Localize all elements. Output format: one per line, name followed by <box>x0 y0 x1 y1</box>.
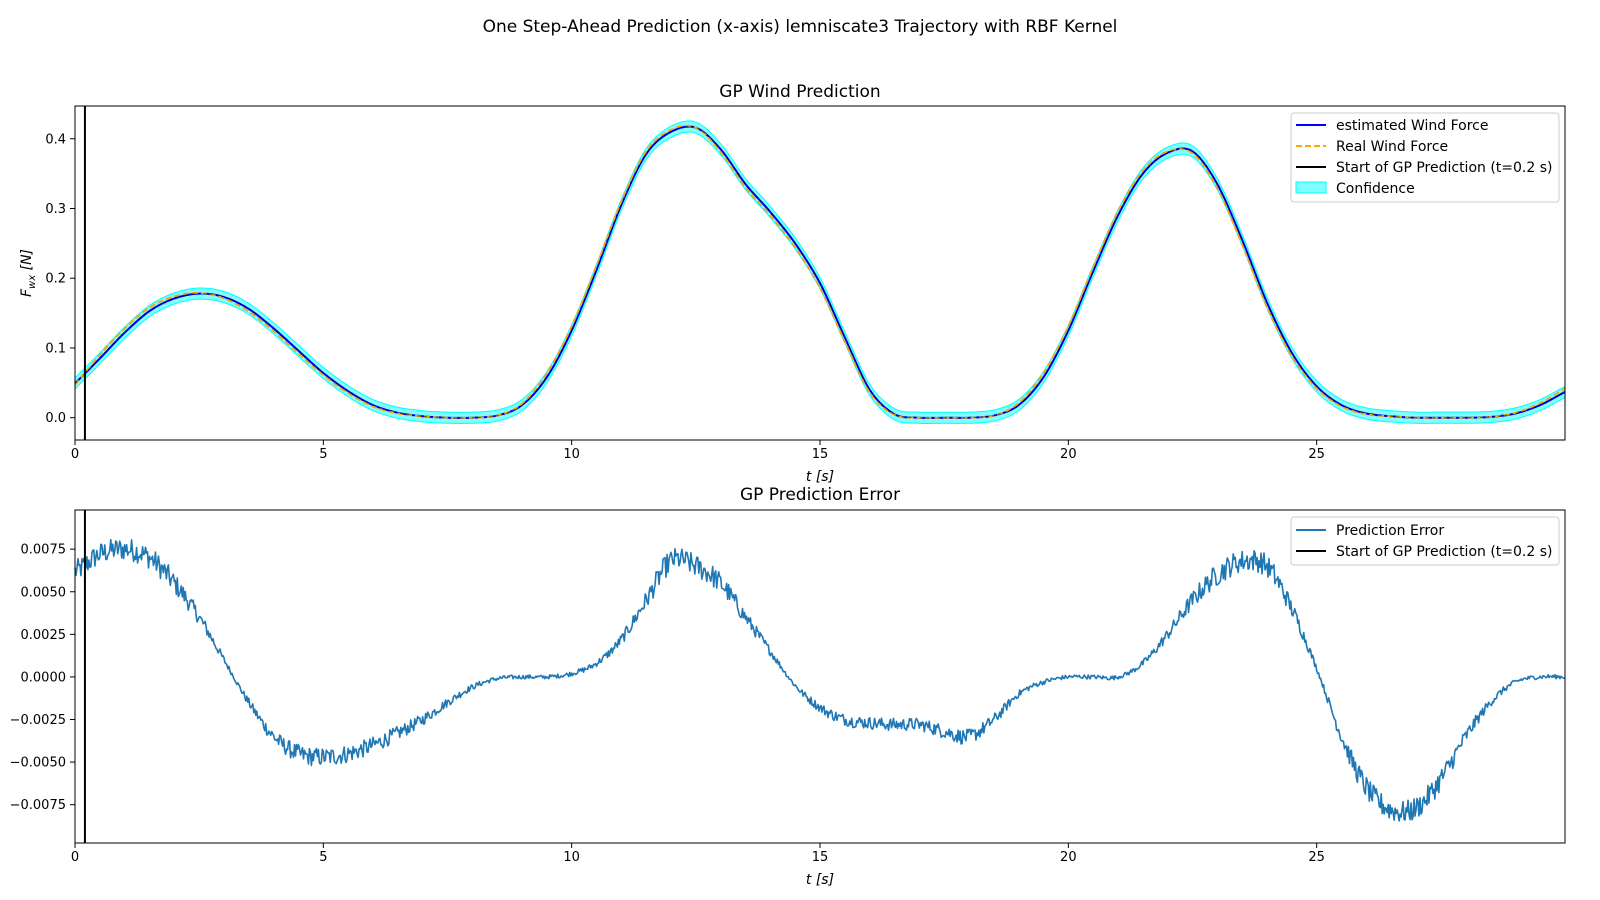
wind-x-tick-label: 15 <box>812 447 829 462</box>
error-legend-box <box>1290 516 1560 566</box>
error-series-layer <box>74 510 1566 843</box>
wind-x-tick-label: 10 <box>563 447 580 462</box>
error-legend: Prediction Error Start of GP Prediction … <box>1290 516 1560 566</box>
error-y-tick-label: 0.0000 <box>21 670 67 685</box>
prediction-error-title: GP Prediction Error <box>740 485 900 505</box>
error-y-tick-label: −0.0075 <box>10 798 66 813</box>
error-y-tick-label: 0.0075 <box>21 543 67 558</box>
prediction-error-axes: GP Prediction Error 0 5 10 15 20 25 −0.0075−0… <box>10 485 1566 888</box>
wind-legend: estimated Wind Force Real Wind Force Sta… <box>1290 112 1560 203</box>
error-x-tick-label: 10 <box>563 850 580 865</box>
wind-prediction-axes: GP Wind Prediction 0 5 10 15 20 25 0.00.10.20… <box>19 82 1566 485</box>
legend-error-start-label: Start of GP Prediction (t=0.2 s) <box>1336 544 1553 560</box>
error-x-axis-label: t [s] <box>806 872 834 888</box>
real-wind-force-line <box>74 124 1566 419</box>
error-x-tick-label: 15 <box>812 850 829 865</box>
wind-y-axis-label-sub: wx <box>27 275 38 289</box>
legend-estimated-label: estimated Wind Force <box>1336 118 1488 134</box>
wind-y-ticks: 0.0 0.1 0.2 0.3 0.4 <box>45 132 75 426</box>
wind-y-tick-label: 0.0 <box>45 411 66 426</box>
error-x-tick-label: 25 <box>1308 850 1325 865</box>
wind-x-tick-label: 25 <box>1308 447 1325 462</box>
legend-error-label: Prediction Error <box>1336 523 1444 539</box>
error-y-tick-label: −0.0050 <box>10 756 66 771</box>
wind-x-tick-label: 20 <box>1060 447 1077 462</box>
wind-prediction-title: GP Wind Prediction <box>719 82 880 102</box>
wind-y-tick-label: 0.4 <box>45 132 66 147</box>
wind-y-axis-label-unit: [N] <box>19 249 35 275</box>
wind-y-tick-label: 0.2 <box>45 272 66 287</box>
wind-y-axis-label: Fwx [N] <box>19 249 38 297</box>
legend-real-label: Real Wind Force <box>1336 139 1448 155</box>
wind-y-axis-label-main: F <box>19 288 35 297</box>
error-x-tick-label: 0 <box>71 850 79 865</box>
wind-x-axis-label: t [s] <box>806 469 834 485</box>
error-x-tick-label: 20 <box>1060 850 1077 865</box>
wind-y-tick-label: 0.3 <box>45 202 66 217</box>
wind-x-tick-label: 0 <box>71 447 79 462</box>
error-x-tick-label: 5 <box>319 850 327 865</box>
error-y-tick-label: 0.0025 <box>21 628 67 643</box>
wind-y-tick-label: 0.1 <box>45 341 66 356</box>
error-y-ticks: −0.0075 −0.0050 −0.0025 0.0000 0.0025 0.0050 0… <box>10 543 75 813</box>
prediction-error-line <box>74 538 1566 822</box>
figure-suptitle: One Step-Ahead Prediction (x-axis) lemni… <box>483 17 1118 37</box>
legend-confidence-label: Confidence <box>1336 181 1415 197</box>
legend-confidence-swatch <box>1295 181 1327 194</box>
wind-series-layer <box>74 106 1566 440</box>
error-y-tick-label: −0.0025 <box>10 713 66 728</box>
error-y-tick-label: 0.0050 <box>21 585 67 600</box>
estimated-center-line <box>74 125 1566 419</box>
wind-x-tick-label: 5 <box>319 447 327 462</box>
wind-legend-box <box>1290 112 1560 203</box>
error-x-ticks: 0 5 10 15 20 25 <box>71 843 1325 865</box>
wind-x-ticks: 0 5 10 15 20 25 <box>71 440 1325 462</box>
legend-start-label: Start of GP Prediction (t=0.2 s) <box>1336 160 1553 176</box>
